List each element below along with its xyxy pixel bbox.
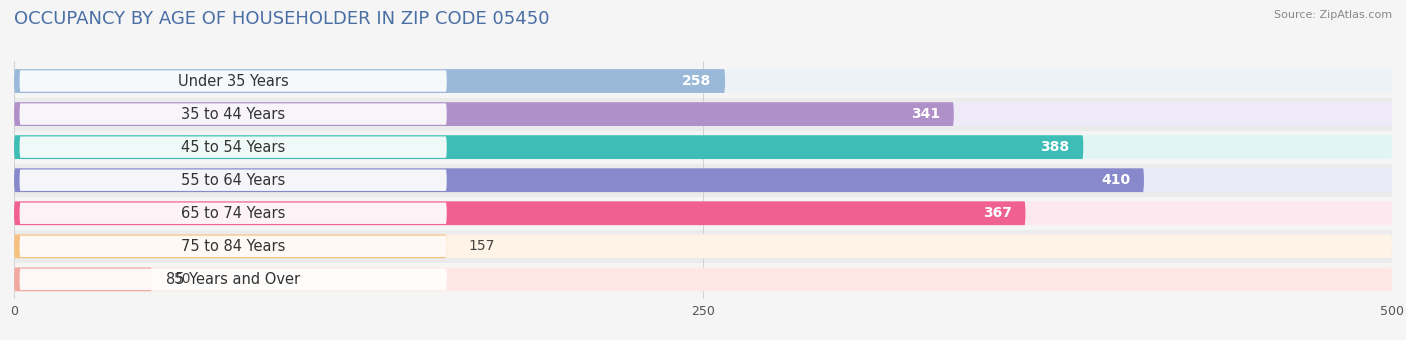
FancyBboxPatch shape <box>14 135 1392 159</box>
FancyBboxPatch shape <box>20 203 447 224</box>
FancyBboxPatch shape <box>0 263 1406 296</box>
FancyBboxPatch shape <box>14 201 1392 225</box>
FancyBboxPatch shape <box>14 69 725 93</box>
Text: 341: 341 <box>911 107 941 121</box>
FancyBboxPatch shape <box>0 230 1406 263</box>
Text: 55 to 64 Years: 55 to 64 Years <box>181 173 285 188</box>
Text: Under 35 Years: Under 35 Years <box>177 73 288 88</box>
Text: 85 Years and Over: 85 Years and Over <box>166 272 301 287</box>
FancyBboxPatch shape <box>20 136 447 158</box>
FancyBboxPatch shape <box>20 70 447 92</box>
FancyBboxPatch shape <box>14 201 1025 225</box>
Text: 35 to 44 Years: 35 to 44 Years <box>181 106 285 122</box>
FancyBboxPatch shape <box>14 168 1144 192</box>
Text: 258: 258 <box>682 74 711 88</box>
Text: 50: 50 <box>174 272 191 286</box>
FancyBboxPatch shape <box>14 69 1392 93</box>
FancyBboxPatch shape <box>14 234 447 258</box>
FancyBboxPatch shape <box>20 236 447 257</box>
FancyBboxPatch shape <box>0 164 1406 197</box>
FancyBboxPatch shape <box>20 170 447 191</box>
FancyBboxPatch shape <box>20 269 447 290</box>
FancyBboxPatch shape <box>14 102 953 126</box>
Text: 367: 367 <box>983 206 1012 220</box>
FancyBboxPatch shape <box>14 234 1392 258</box>
Text: 45 to 54 Years: 45 to 54 Years <box>181 140 285 155</box>
FancyBboxPatch shape <box>0 65 1406 98</box>
FancyBboxPatch shape <box>14 102 1392 126</box>
FancyBboxPatch shape <box>0 98 1406 131</box>
Text: 388: 388 <box>1040 140 1070 154</box>
FancyBboxPatch shape <box>14 168 1392 192</box>
FancyBboxPatch shape <box>20 103 447 125</box>
FancyBboxPatch shape <box>14 135 1083 159</box>
Text: OCCUPANCY BY AGE OF HOUSEHOLDER IN ZIP CODE 05450: OCCUPANCY BY AGE OF HOUSEHOLDER IN ZIP C… <box>14 10 550 28</box>
Text: Source: ZipAtlas.com: Source: ZipAtlas.com <box>1274 10 1392 20</box>
Text: 65 to 74 Years: 65 to 74 Years <box>181 206 285 221</box>
FancyBboxPatch shape <box>14 268 152 291</box>
Text: 157: 157 <box>468 239 495 253</box>
Text: 410: 410 <box>1101 173 1130 187</box>
FancyBboxPatch shape <box>0 131 1406 164</box>
Text: 75 to 84 Years: 75 to 84 Years <box>181 239 285 254</box>
FancyBboxPatch shape <box>0 197 1406 230</box>
FancyBboxPatch shape <box>14 268 1392 291</box>
